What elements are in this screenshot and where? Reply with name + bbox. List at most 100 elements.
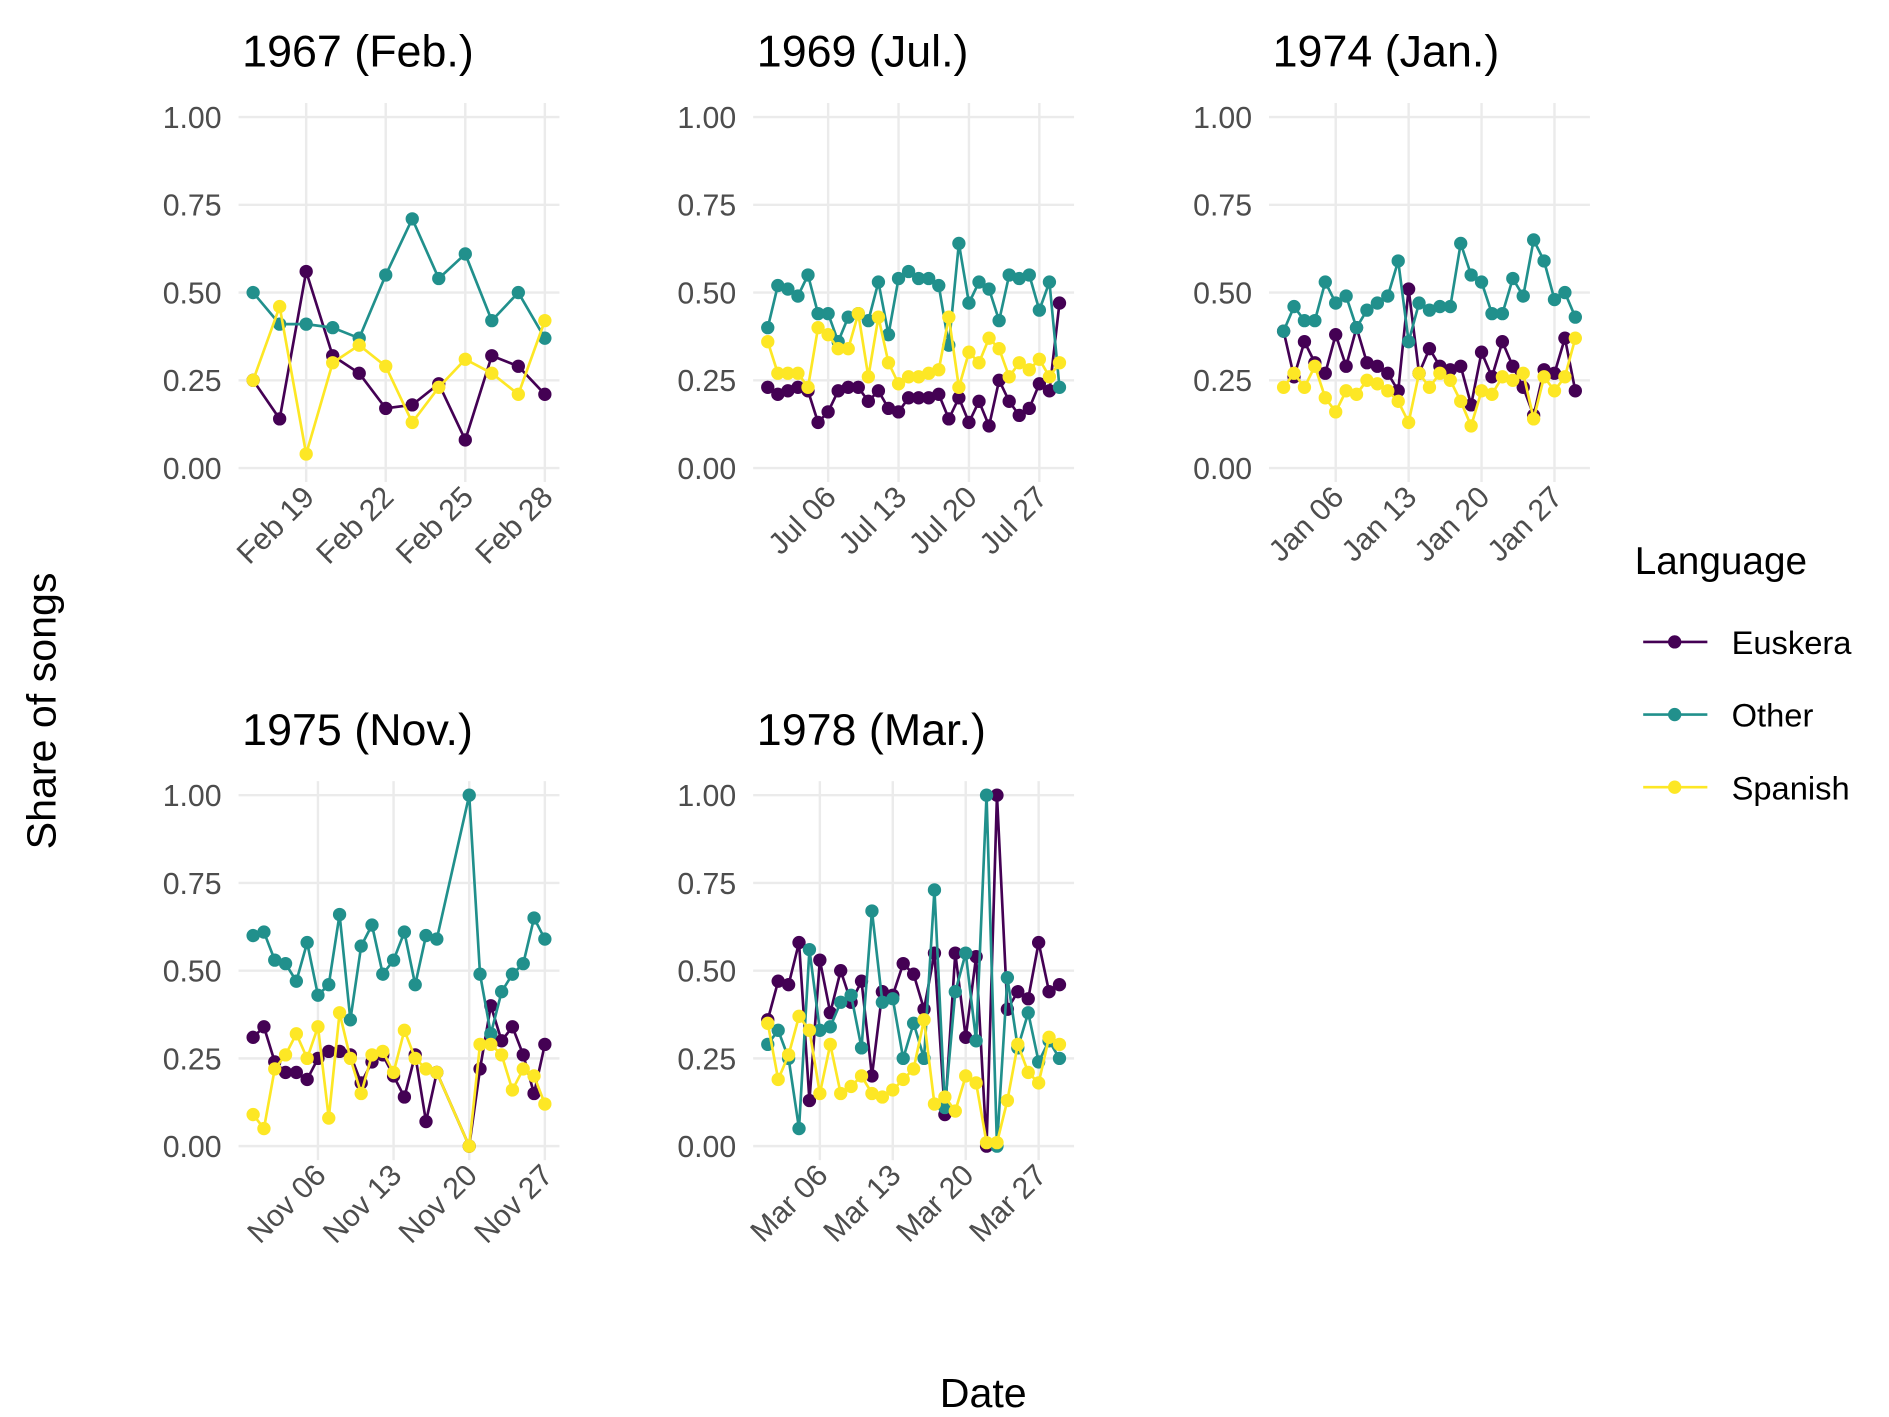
x-tick-label: Jul 27	[974, 481, 1054, 561]
data-point	[1568, 331, 1582, 345]
data-point	[922, 271, 936, 286]
data-point	[246, 1107, 260, 1122]
y-tick-label: 0.50	[163, 956, 222, 989]
y-tick-label: 0.00	[677, 453, 736, 486]
data-point	[322, 978, 336, 992]
data-point	[408, 1051, 422, 1066]
legend-item: Other	[1643, 697, 1813, 734]
data-point	[379, 359, 393, 373]
y-tick-label: 1.00	[163, 102, 222, 135]
y-axis-label: Share of songs	[19, 572, 65, 849]
data-point	[538, 1037, 552, 1052]
data-point	[865, 904, 879, 918]
x-tick-label: Feb 25	[390, 481, 480, 571]
data-point	[1011, 985, 1025, 999]
data-point	[1370, 359, 1385, 373]
data-point	[1568, 310, 1582, 324]
data-point	[932, 278, 946, 293]
y-tick-label: 0.25	[677, 1043, 736, 1076]
panel-title: 1978 (Mar.)	[757, 705, 986, 755]
y-tick-label: 1.00	[677, 102, 736, 135]
data-point	[854, 1041, 869, 1055]
data-point	[485, 349, 499, 363]
data-point	[952, 380, 966, 394]
data-point	[1021, 992, 1035, 1006]
data-point	[379, 268, 393, 282]
data-point	[1012, 356, 1026, 370]
data-point	[419, 928, 433, 943]
data-point	[834, 1086, 848, 1101]
data-point	[1308, 359, 1322, 373]
x-tick-label: Jan 06	[1263, 481, 1351, 569]
data-point	[511, 387, 525, 401]
data-point	[1464, 419, 1478, 433]
y-tick-label: 0.25	[163, 1043, 222, 1076]
x-tick-label: Mar 27	[963, 1159, 1053, 1249]
data-point	[906, 1016, 921, 1030]
data-point	[841, 380, 855, 394]
legend-item: Euskera	[1643, 624, 1852, 661]
data-point	[801, 380, 815, 394]
data-point	[1042, 275, 1057, 289]
data-point	[1052, 296, 1067, 310]
data-point	[792, 1121, 806, 1136]
data-point	[875, 1090, 890, 1104]
data-point	[781, 978, 796, 992]
data-point	[990, 1135, 1004, 1150]
x-tick-label: Jul 20	[903, 481, 983, 561]
data-point	[901, 264, 916, 279]
data-point	[791, 289, 805, 303]
data-point	[1422, 342, 1437, 356]
data-point	[494, 1034, 509, 1048]
legend-swatch-point	[1668, 780, 1682, 794]
data-point	[1433, 366, 1447, 380]
data-point	[311, 988, 325, 1002]
data-point	[462, 788, 476, 802]
data-point	[322, 1044, 336, 1059]
data-point	[1318, 391, 1332, 405]
data-point	[332, 907, 347, 922]
data-point	[992, 313, 1006, 328]
data-point	[1474, 384, 1489, 398]
panel-title: 1967 (Feb.)	[242, 27, 474, 77]
x-tick-label: Mar 06	[745, 1159, 835, 1249]
data-point	[792, 1009, 806, 1023]
data-point	[896, 1051, 910, 1066]
data-point	[891, 405, 906, 419]
data-point	[1032, 303, 1047, 317]
data-point	[1412, 366, 1426, 380]
data-point	[761, 320, 775, 335]
data-point	[405, 415, 419, 430]
data-point	[1000, 971, 1015, 985]
data-point	[272, 299, 287, 314]
data-point	[300, 1072, 314, 1087]
data-point	[959, 1069, 973, 1083]
data-point	[1022, 268, 1036, 282]
data-point	[278, 956, 293, 971]
data-point	[419, 1062, 433, 1076]
data-point	[1558, 370, 1572, 384]
data-point	[791, 380, 805, 394]
data-point	[343, 1013, 358, 1027]
panel-title: 1969 (Jul.)	[757, 27, 969, 77]
data-point	[516, 1048, 530, 1062]
legend-label: Euskera	[1732, 624, 1853, 661]
data-point	[881, 328, 896, 342]
x-tick-label: Nov 27	[468, 1159, 559, 1250]
data-point	[854, 974, 869, 988]
data-point	[1287, 299, 1301, 314]
data-point	[1422, 380, 1437, 394]
data-point	[419, 1114, 433, 1129]
data-point	[896, 1072, 910, 1087]
data-point	[959, 946, 973, 960]
x-tick-label: Jan 13	[1336, 481, 1424, 569]
y-tick-label: 0.00	[163, 453, 222, 486]
data-point	[771, 387, 785, 401]
x-tick-label: Mar 13	[817, 1159, 907, 1249]
data-point	[952, 236, 966, 251]
data-point	[1485, 387, 1499, 401]
data-point	[1012, 408, 1026, 423]
data-point	[990, 788, 1004, 802]
data-point	[982, 331, 996, 345]
data-point	[299, 447, 313, 461]
